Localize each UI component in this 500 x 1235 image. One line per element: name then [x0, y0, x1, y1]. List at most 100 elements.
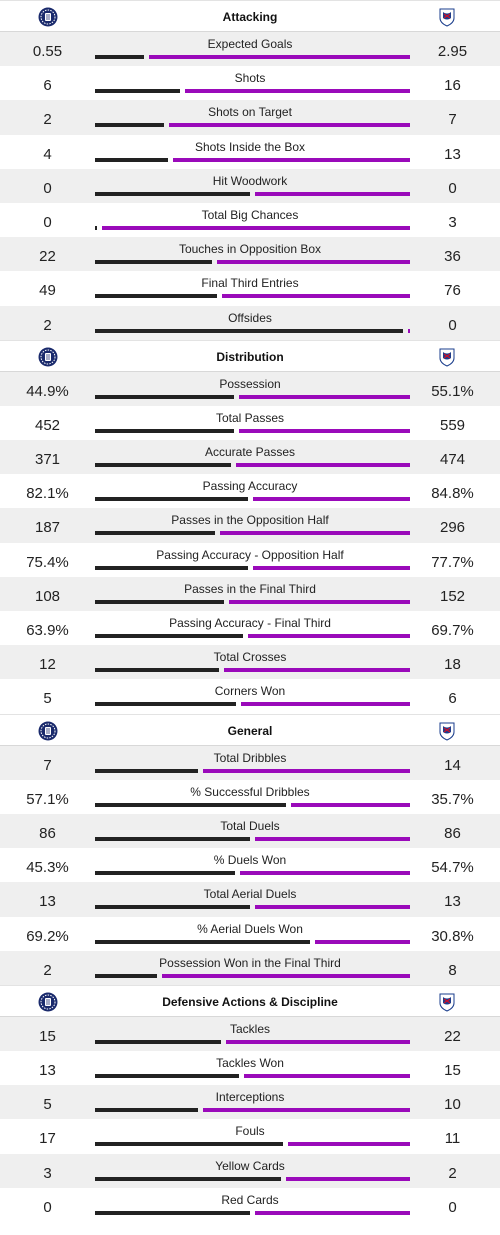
stat-row-expected-goals: 0.55 Expected Goals 2.95 [0, 32, 500, 67]
home-value: 45.3% [26, 859, 69, 877]
stat-label: Passing Accuracy - Opposition Half [156, 547, 344, 562]
section-header-defensive-actions-discipline: Defensive Actions & Discipline [0, 984, 500, 1017]
home-bar [95, 55, 144, 59]
stat-label: Offsides [228, 310, 272, 325]
away-value: 2 [448, 1164, 457, 1182]
away-team-crest-icon [437, 7, 457, 27]
stat-label: Shots Inside the Box [194, 139, 306, 154]
home-value: 49 [39, 282, 56, 300]
stat-row-total-aerial-duels: 13 Total Aerial Duels 13 [0, 882, 500, 917]
home-value: 2 [43, 316, 52, 334]
stat-label: Fouls [235, 1124, 265, 1139]
home-value: 7 [43, 756, 52, 774]
away-bar [240, 871, 410, 876]
stat-label: Passes in the Opposition Half [171, 513, 329, 528]
home-bar [95, 565, 248, 570]
home-value: 82.1% [26, 485, 69, 503]
comparison-bar [95, 1142, 410, 1147]
stat-row-pct-duels-won: 45.3% % Duels Won 54.7% [0, 848, 500, 883]
away-value: 22 [444, 1027, 461, 1045]
home-bar [95, 328, 403, 333]
away-bar [102, 225, 410, 230]
stat-label: Expected Goals [207, 37, 293, 51]
stat-row-tackles-won: 13 Tackles Won 15 [0, 1051, 500, 1086]
away-value: 55.1% [431, 382, 474, 400]
comparison-bar [95, 939, 410, 944]
stat-row-possession-won-in-the-final-third: 2 Possession Won in the Final Third 8 [0, 950, 500, 985]
home-bar [95, 634, 243, 638]
home-value: 22 [39, 248, 56, 266]
away-bar [226, 1039, 410, 1044]
comparison-bar [95, 123, 410, 128]
away-bar [203, 1108, 410, 1113]
comparison-bar [95, 1074, 410, 1079]
stat-row-shots-inside-the-box: 4 Shots Inside the Box 13 [0, 134, 500, 169]
away-bar [217, 260, 410, 265]
home-value: 187 [34, 519, 61, 537]
home-bar [95, 260, 212, 265]
stat-label: Passes in the Final Third [184, 581, 316, 596]
home-bar [95, 836, 250, 841]
home-value: 452 [34, 416, 61, 434]
home-value: 108 [34, 587, 61, 605]
away-value: 86 [444, 824, 461, 842]
away-value: 14 [444, 756, 461, 774]
away-bar [255, 1210, 410, 1215]
stat-row-total-big-chances: 0 Total Big Chances 3 [0, 202, 500, 238]
comparison-bar [95, 463, 410, 468]
home-team-crest-icon [38, 992, 58, 1012]
home-bar [95, 294, 217, 299]
section-header-distribution: Distribution [0, 339, 500, 372]
away-value: 36 [444, 248, 461, 266]
stat-row-passes-in-the-final-third: 108 Passes in the Final Third 152 [0, 576, 500, 611]
away-value: 77.7% [431, 553, 474, 571]
stat-row-final-third-entries: 49 Final Third Entries 76 [0, 271, 500, 306]
stat-label: Yellow Cards [215, 1158, 285, 1173]
home-team-crest-icon [38, 347, 58, 367]
home-bar [95, 905, 250, 910]
away-bar [244, 1074, 410, 1079]
away-bar [224, 668, 410, 673]
away-bar [149, 55, 410, 59]
stat-row-total-crosses: 12 Total Crosses 18 [0, 645, 500, 680]
away-value: 152 [439, 587, 466, 605]
stat-label: Possession Won in the Final Third [159, 955, 341, 970]
stat-row-pct-successful-dribbles: 57.1% % Successful Dribbles 35.7% [0, 779, 500, 814]
home-value: 57.1% [26, 790, 69, 808]
away-value: 35.7% [431, 790, 474, 808]
stat-label: Touches in Opposition Box [178, 242, 322, 257]
home-value: 75.4% [26, 553, 69, 571]
home-value: 0 [43, 1198, 52, 1216]
home-value: 86 [39, 824, 56, 842]
home-bar [95, 768, 198, 773]
section-title: Distribution [216, 349, 284, 364]
comparison-bar [95, 668, 410, 673]
stat-row-pct-aerial-duels-won: 69.2% % Aerial Duels Won 30.8% [0, 916, 500, 951]
home-bar [95, 191, 250, 196]
home-value: 6 [43, 77, 52, 95]
comparison-bar [95, 191, 410, 196]
home-value: 2 [43, 111, 52, 129]
away-value: 18 [444, 656, 461, 674]
stat-label: Hit Woodwork [212, 173, 288, 188]
home-value: 371 [34, 451, 61, 469]
away-value: 84.8% [431, 485, 474, 503]
away-value: 10 [444, 1096, 461, 1114]
stat-row-hit-woodwork: 0 Hit Woodwork 0 [0, 168, 500, 203]
stat-row-total-dribbles: 7 Total Dribbles 14 [0, 745, 500, 780]
away-value: 76 [444, 282, 461, 300]
away-value: 11 [444, 1130, 461, 1148]
away-value: 15 [444, 1062, 461, 1080]
home-bar [95, 1176, 281, 1181]
away-value: 559 [439, 416, 466, 434]
away-team-crest-icon [437, 721, 457, 741]
home-value: 69.2% [26, 927, 69, 945]
comparison-bar [95, 260, 410, 265]
away-value: 16 [444, 77, 461, 95]
stat-row-corners-won: 5 Corners Won 6 [0, 679, 500, 714]
home-bar [95, 1039, 221, 1044]
comparison-bar [95, 157, 410, 162]
stat-label: Shots on Target [208, 105, 292, 120]
home-bar [95, 668, 219, 673]
